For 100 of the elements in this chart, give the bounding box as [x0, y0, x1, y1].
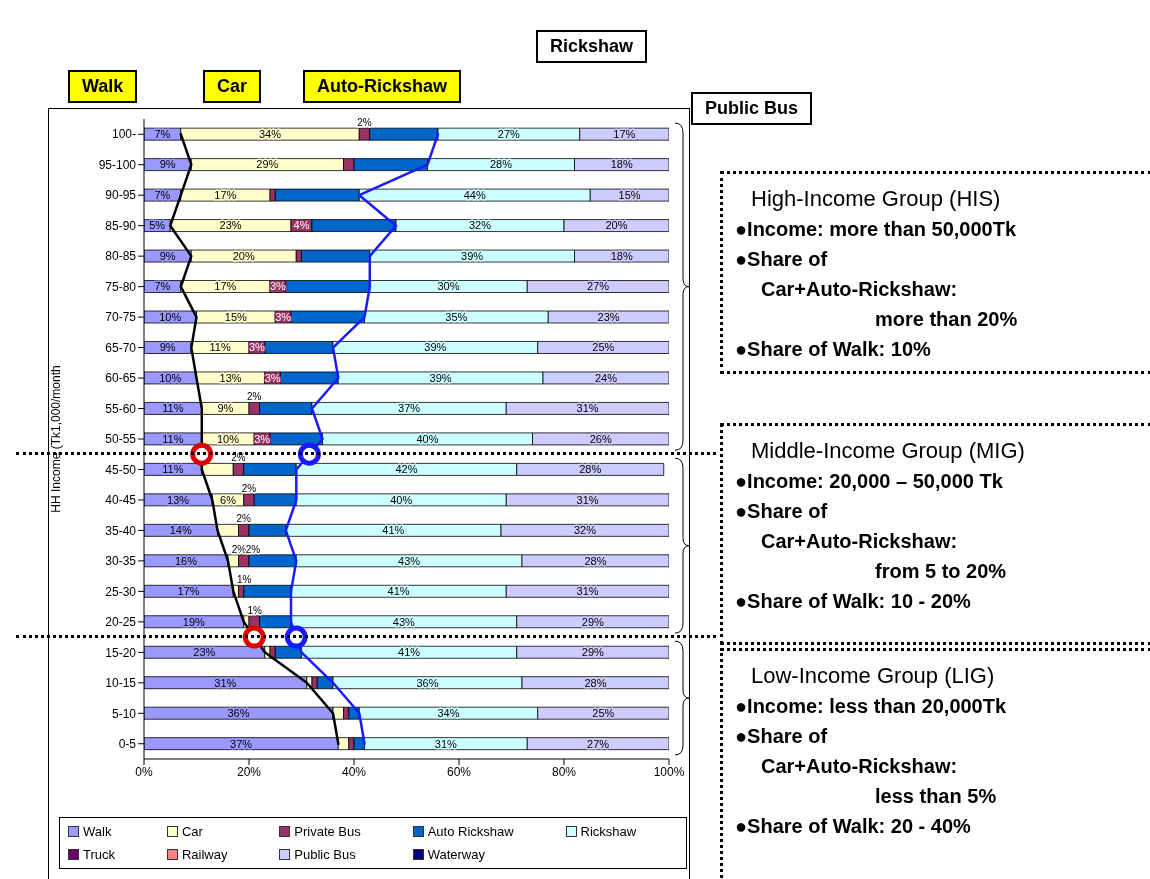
- data-label: 39%: [429, 371, 452, 384]
- data-label: 41%: [398, 646, 421, 659]
- data-label: 3%: [264, 371, 281, 384]
- callout-box: Public Bus: [691, 92, 812, 125]
- text: ●Share of: [735, 724, 829, 749]
- text: Car+Auto-Rickshaw:: [760, 277, 959, 302]
- legend-label: Car: [181, 824, 203, 839]
- data-label: 10%: [159, 310, 182, 323]
- data-label: 7%: [154, 280, 171, 293]
- data-label: 28%: [584, 554, 607, 567]
- legend-label: Truck: [83, 847, 116, 862]
- y-tick-label: 75-80: [105, 279, 137, 294]
- data-label: 4%: [293, 219, 310, 232]
- data-label: 41%: [382, 524, 405, 537]
- text: Car+Auto-Rickshaw:: [760, 754, 959, 779]
- data-label: 1%: [237, 574, 252, 586]
- y-tick-label: 15-20: [105, 645, 137, 660]
- data-label: 27%: [497, 127, 521, 140]
- data-label: 30%: [437, 280, 460, 293]
- y-tick-label: 45-50: [105, 462, 137, 477]
- data-label: 31%: [214, 676, 237, 689]
- data-label: 28%: [579, 463, 602, 476]
- legend-label: Private Bus: [294, 824, 361, 839]
- x-tick-label: 80%: [551, 764, 577, 779]
- y-tick-label: 10-15: [105, 676, 137, 691]
- data-label: 3%: [275, 310, 292, 323]
- data-label: 35%: [445, 310, 468, 323]
- data-label: 27%: [587, 737, 610, 750]
- text: ●Share of Walk: 10 - 20%: [735, 589, 972, 614]
- data-label: 43%: [398, 554, 421, 567]
- y-tick-label: 20-25: [105, 615, 137, 630]
- text: ●Share of: [735, 247, 829, 272]
- y-tick-label: 50-55: [105, 432, 137, 447]
- data-label: 29%: [581, 615, 605, 628]
- x-tick-label: 20%: [236, 764, 262, 779]
- text: ●Share of Walk: 20 - 40%: [735, 814, 972, 839]
- data-label: 13%: [167, 493, 190, 506]
- data-label: 40%: [390, 493, 413, 506]
- legend-label: Railway: [181, 847, 228, 862]
- data-label: 41%: [387, 585, 410, 598]
- data-label: 9%: [159, 249, 176, 262]
- data-label: 10%: [159, 371, 182, 384]
- data-label: 23%: [219, 219, 242, 232]
- legend-label: Waterway: [427, 847, 485, 862]
- data-label: 29%: [256, 158, 279, 171]
- y-tick-label: 55-60: [105, 401, 137, 416]
- data-label: 5%: [149, 219, 166, 232]
- text: more than 20%: [874, 307, 1019, 332]
- data-label: 7%: [154, 127, 171, 140]
- y-tick-label: 100-: [111, 127, 136, 142]
- data-label: 34%: [258, 127, 282, 140]
- text: less than 5%: [874, 784, 998, 809]
- text: Middle-Income Group (MIG): [750, 437, 1026, 465]
- data-label: 2%: [357, 117, 372, 129]
- data-label: 1%: [247, 604, 263, 616]
- data-label: 20%: [605, 219, 628, 232]
- y-tick-label: 90-95: [105, 188, 137, 203]
- y-tick-label: 25-30: [105, 584, 137, 599]
- data-label: 23%: [597, 310, 620, 323]
- data-label: 11%: [162, 432, 184, 445]
- data-label: 2%: [245, 543, 261, 555]
- data-label: 32%: [573, 524, 597, 537]
- data-label: 11%: [162, 463, 184, 476]
- data-label: 31%: [576, 585, 599, 598]
- y-tick-label: 5-10: [111, 706, 137, 721]
- data-label: 14%: [169, 524, 192, 537]
- data-label: 31%: [576, 402, 599, 415]
- data-label: 26%: [589, 432, 612, 445]
- y-tick-label: 65-70: [105, 340, 137, 355]
- data-label: 39%: [424, 341, 447, 354]
- data-label: 24%: [594, 371, 618, 384]
- y-axis-title: HH Income (Tk1,000/month: [49, 365, 64, 513]
- data-label: 11%: [162, 402, 184, 415]
- data-label: 25%: [592, 341, 615, 354]
- text: ●Income: 20,000 – 50,000 Tk: [735, 469, 1004, 494]
- data-label: 19%: [182, 615, 206, 628]
- text: ●Income: more than 50,000Tk: [735, 217, 1018, 242]
- data-label: 16%: [174, 554, 198, 567]
- data-label: 2%: [236, 513, 252, 525]
- y-tick-label: 70-75: [105, 310, 137, 325]
- data-label: 44%: [463, 188, 486, 201]
- y-tick-label: 40-45: [105, 493, 137, 508]
- data-label: 36%: [227, 707, 250, 720]
- data-label: 17%: [613, 127, 636, 140]
- legend-label: Public Bus: [294, 847, 356, 862]
- x-tick-label: 60%: [446, 764, 472, 779]
- text: ●Income: less than 20,000Tk: [735, 694, 1008, 719]
- data-label: 17%: [177, 585, 200, 598]
- text: ●Share of Walk: 10%: [735, 337, 932, 362]
- data-label: 32%: [468, 219, 492, 232]
- text: Low-Income Group (LIG): [750, 662, 996, 690]
- x-tick-label: 100%: [653, 764, 685, 779]
- y-tick-label: 80-85: [105, 249, 137, 264]
- data-label: 3%: [254, 432, 271, 445]
- data-label: 10%: [216, 432, 240, 445]
- data-label: 42%: [395, 463, 418, 476]
- text: from 5 to 20%: [874, 559, 1008, 584]
- data-label: 29%: [581, 646, 605, 659]
- text: ●Share of: [735, 499, 829, 524]
- y-tick-label: 30-35: [105, 554, 137, 569]
